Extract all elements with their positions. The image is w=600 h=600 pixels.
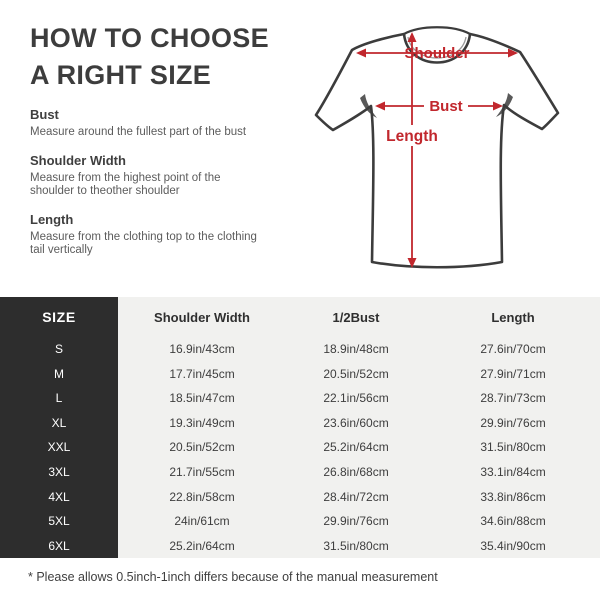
shoulder-measure-arrow [356, 48, 518, 58]
shoulder-value: 24in/61cm [174, 514, 230, 529]
header-shoulder-width: Shoulder Width [154, 309, 250, 325]
bust-value: 28.4in/72cm [323, 489, 389, 504]
size-label: 5XL [0, 508, 118, 534]
bust-value: 22.1in/56cm [323, 391, 389, 406]
shoulder-value: 16.9in/43cm [169, 342, 235, 357]
section-bust-description: Measure around the fullest part of the b… [30, 126, 247, 138]
header-half-bust: 1/2Bust [332, 309, 380, 325]
shoulder-value: 18.5in/47cm [169, 391, 235, 406]
table-header-row: SIZE Shoulder Width 1/2Bust Length [0, 297, 600, 337]
bust-measure-arrow [375, 101, 503, 111]
section-length-description: Measure from the clothing top to the clo… [30, 230, 257, 257]
table-row-xxl: XXL 20.5in/52cm 25.2in/64cm 31.5in/80cm [0, 435, 600, 460]
section-shoulder-description: Measure from the highest point of the sh… [30, 171, 221, 198]
section-shoulder-width: Shoulder Width Measure from the highest … [30, 153, 288, 199]
table-row-5xl: 5XL 24in/61cm 29.9in/76cm 34.6in/88cm [0, 508, 600, 534]
length-label-backdrop [385, 125, 440, 146]
tshirt-underarm-shadow-right [496, 93, 513, 117]
shoulder-value: 19.3in/49cm [169, 415, 235, 430]
length-value: 27.6in/70cm [480, 342, 546, 357]
section-length-heading: Length [30, 211, 74, 227]
length-value: 33.8in/86cm [480, 489, 546, 504]
shoulder-label: Shoulder [404, 45, 469, 62]
section-shoulder-heading: Shoulder Width [30, 152, 126, 168]
shoulder-value: 21.7in/55cm [169, 465, 235, 479]
header-length: Length [491, 309, 535, 325]
table-row-6xl: 6XL 25.2in/64cm 31.5in/80cm 35.4in/90cm [0, 533, 600, 558]
tshirt-diagram: Shoulder Bust Length [314, 26, 560, 269]
header-size: SIZE [0, 297, 118, 337]
intro-column: HOW TO CHOOSE A RIGHT SIZE Bust Measure … [30, 20, 288, 258]
length-value: 33.1in/84cm [480, 465, 546, 479]
tshirt-collar-rib [407, 36, 467, 59]
length-value: 29.9in/76cm [480, 415, 546, 430]
length-value: 35.4in/90cm [480, 538, 546, 553]
length-value: 28.7in/73cm [480, 391, 546, 406]
bust-value: 25.2in/64cm [323, 440, 389, 455]
length-value: 34.6in/88cm [480, 514, 546, 529]
table-row-s: S 16.9in/43cm 18.9in/48cm 27.6in/70cm [0, 337, 600, 362]
page-title-line2: A RIGHT SIZE [30, 60, 212, 90]
bust-value: 18.9in/48cm [323, 342, 389, 357]
page-title-line1: HOW TO CHOOSE [30, 23, 269, 53]
shoulder-value: 25.2in/64cm [169, 538, 235, 553]
size-label: M [0, 361, 118, 387]
tshirt-outline [314, 32, 560, 269]
bust-value: 29.9in/76cm [323, 514, 389, 529]
section-bust: Bust Measure around the fullest part of … [30, 107, 288, 140]
measurement-disclaimer: * Please allows 0.5inch-1inch differs be… [28, 570, 438, 584]
table-row-l: L 18.5in/47cm 22.1in/56cm 28.7in/73cm [0, 386, 600, 411]
size-label: XL [0, 410, 118, 436]
length-value: 27.9in/71cm [480, 366, 546, 381]
size-label: 6XL [0, 533, 118, 558]
tshirt-underarm-shadow-left [360, 94, 377, 118]
table-row-4xl: 4XL 22.8in/58cm 28.4in/72cm 33.8in/86cm [0, 484, 600, 509]
table-row-xl: XL 19.3in/49cm 23.6in/60cm 29.9in/76cm [0, 410, 600, 436]
section-length: Length Measure from the clothing top to … [30, 212, 288, 258]
size-label: 3XL [0, 459, 118, 485]
table-row-3xl: 3XL 21.7in/55cm 26.8in/68cm 33.1in/84cm [0, 459, 600, 485]
size-label: L [0, 386, 118, 411]
length-value: 31.5in/80cm [480, 440, 546, 455]
shoulder-value: 20.5in/52cm [169, 440, 235, 455]
size-table: SIZE Shoulder Width 1/2Bust Length S 16.… [0, 297, 600, 558]
tshirt-collar-back [403, 26, 471, 35]
bust-label: Bust [429, 98, 462, 115]
size-label: 4XL [0, 484, 118, 509]
bust-value: 31.5in/80cm [323, 538, 389, 553]
shoulder-value: 22.8in/58cm [169, 489, 235, 504]
length-measure-arrow [407, 32, 417, 268]
page-title: HOW TO CHOOSE A RIGHT SIZE [30, 20, 288, 94]
bust-value: 26.8in/68cm [323, 465, 389, 479]
size-label: XXL [0, 435, 118, 460]
table-row-m: M 17.7in/45cm 20.5in/52cm 27.9in/71cm [0, 361, 600, 387]
section-bust-heading: Bust [30, 107, 59, 122]
bust-value: 20.5in/52cm [323, 366, 389, 381]
size-label: S [0, 337, 118, 362]
shoulder-value: 17.7in/45cm [169, 366, 235, 381]
bust-value: 23.6in/60cm [323, 415, 389, 430]
length-label: Length [386, 128, 438, 145]
